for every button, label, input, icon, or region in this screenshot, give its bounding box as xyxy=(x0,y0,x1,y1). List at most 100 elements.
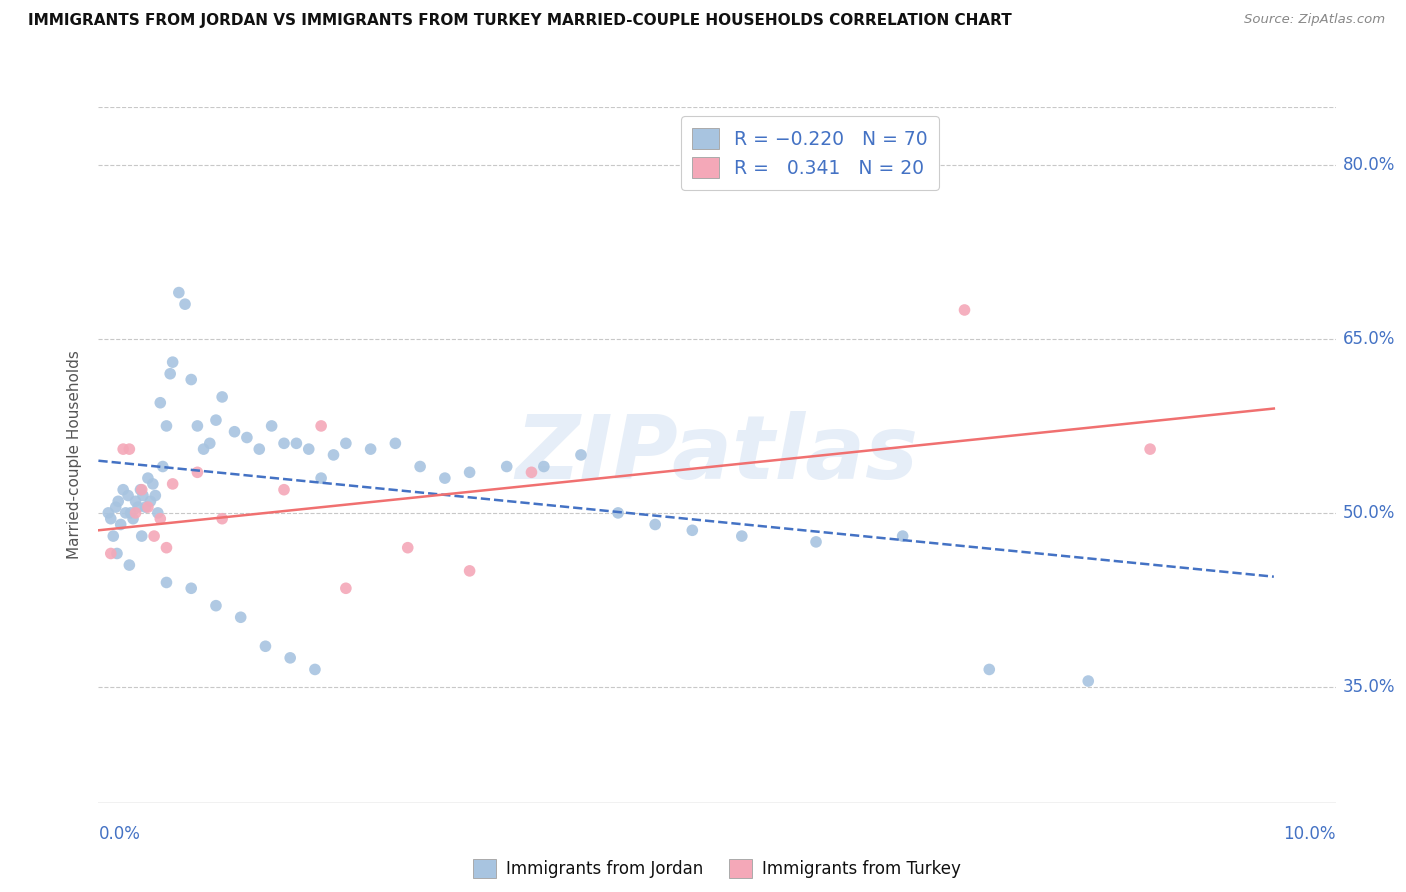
Point xyxy=(335,582,357,596)
Text: 50.0%: 50.0% xyxy=(1343,504,1395,522)
Point xyxy=(124,494,146,508)
Point xyxy=(396,541,419,555)
Point xyxy=(112,442,135,457)
Point xyxy=(304,662,326,677)
Point xyxy=(1077,674,1099,689)
Point xyxy=(224,425,246,439)
Point xyxy=(136,500,159,515)
Point xyxy=(278,651,301,665)
Legend: Immigrants from Jordan, Immigrants from Turkey: Immigrants from Jordan, Immigrants from … xyxy=(467,853,967,885)
Point xyxy=(273,436,295,450)
Point xyxy=(458,466,481,480)
Point xyxy=(155,541,177,555)
Point xyxy=(167,285,190,300)
Point xyxy=(186,419,208,434)
Point xyxy=(335,436,357,450)
Point xyxy=(409,459,432,474)
Point xyxy=(186,466,208,480)
Point xyxy=(360,442,382,457)
Point xyxy=(97,506,120,520)
Text: IMMIGRANTS FROM JORDAN VS IMMIGRANTS FROM TURKEY MARRIED-COUPLE HOUSEHOLDS CORRE: IMMIGRANTS FROM JORDAN VS IMMIGRANTS FRO… xyxy=(28,13,1012,29)
Point xyxy=(149,396,172,410)
Text: 80.0%: 80.0% xyxy=(1343,156,1395,174)
Y-axis label: Married-couple Households: Married-couple Households xyxy=(67,351,83,559)
Point xyxy=(143,489,166,503)
Text: 0.0%: 0.0% xyxy=(98,825,141,843)
Point xyxy=(384,436,406,450)
Point xyxy=(180,582,202,596)
Point xyxy=(100,512,122,526)
Point xyxy=(118,442,141,457)
Point xyxy=(309,419,332,434)
Point xyxy=(122,512,145,526)
Point xyxy=(533,459,555,474)
Point xyxy=(139,494,162,508)
Point xyxy=(129,483,152,497)
Text: ZIPatlas: ZIPatlas xyxy=(516,411,918,499)
Point xyxy=(155,419,177,434)
Point xyxy=(146,506,169,520)
Point xyxy=(979,662,1001,677)
Text: Source: ZipAtlas.com: Source: ZipAtlas.com xyxy=(1244,13,1385,27)
Point xyxy=(132,489,155,503)
Point xyxy=(198,436,221,450)
Point xyxy=(152,459,174,474)
Point xyxy=(891,529,914,543)
Point xyxy=(104,500,127,515)
Point xyxy=(117,489,139,503)
Point xyxy=(607,506,630,520)
Point xyxy=(180,373,202,387)
Point xyxy=(260,419,283,434)
Point xyxy=(120,506,142,520)
Point xyxy=(285,436,308,450)
Point xyxy=(174,297,197,311)
Point xyxy=(131,483,153,497)
Text: 10.0%: 10.0% xyxy=(1284,825,1336,843)
Point xyxy=(495,459,517,474)
Point xyxy=(143,529,166,543)
Point xyxy=(644,517,666,532)
Point xyxy=(569,448,592,462)
Point xyxy=(193,442,215,457)
Point xyxy=(105,546,128,561)
Point xyxy=(136,471,159,485)
Point xyxy=(254,639,277,653)
Point xyxy=(114,506,136,520)
Point xyxy=(110,517,132,532)
Point xyxy=(131,529,153,543)
Text: 65.0%: 65.0% xyxy=(1343,330,1395,348)
Point xyxy=(155,575,177,590)
Point xyxy=(159,367,181,381)
Point xyxy=(134,500,156,515)
Point xyxy=(124,506,146,520)
Point xyxy=(804,534,827,549)
Point xyxy=(162,477,184,491)
Point xyxy=(103,529,125,543)
Point xyxy=(731,529,754,543)
Point xyxy=(211,512,233,526)
Point xyxy=(520,466,543,480)
Point xyxy=(107,494,129,508)
Point xyxy=(118,558,141,573)
Point xyxy=(162,355,184,369)
Point xyxy=(953,303,976,318)
Point xyxy=(127,500,149,515)
Point xyxy=(149,512,172,526)
Point xyxy=(100,546,122,561)
Point xyxy=(205,599,228,613)
Point xyxy=(112,483,135,497)
Point xyxy=(205,413,228,427)
Point xyxy=(298,442,321,457)
Point xyxy=(322,448,344,462)
Point xyxy=(433,471,456,485)
Point xyxy=(273,483,295,497)
Point xyxy=(229,610,252,624)
Point xyxy=(247,442,270,457)
Point xyxy=(236,431,259,445)
Point xyxy=(681,524,703,538)
Point xyxy=(309,471,332,485)
Text: 35.0%: 35.0% xyxy=(1343,678,1395,696)
Point xyxy=(142,477,165,491)
Point xyxy=(211,390,233,404)
Point xyxy=(458,564,481,578)
